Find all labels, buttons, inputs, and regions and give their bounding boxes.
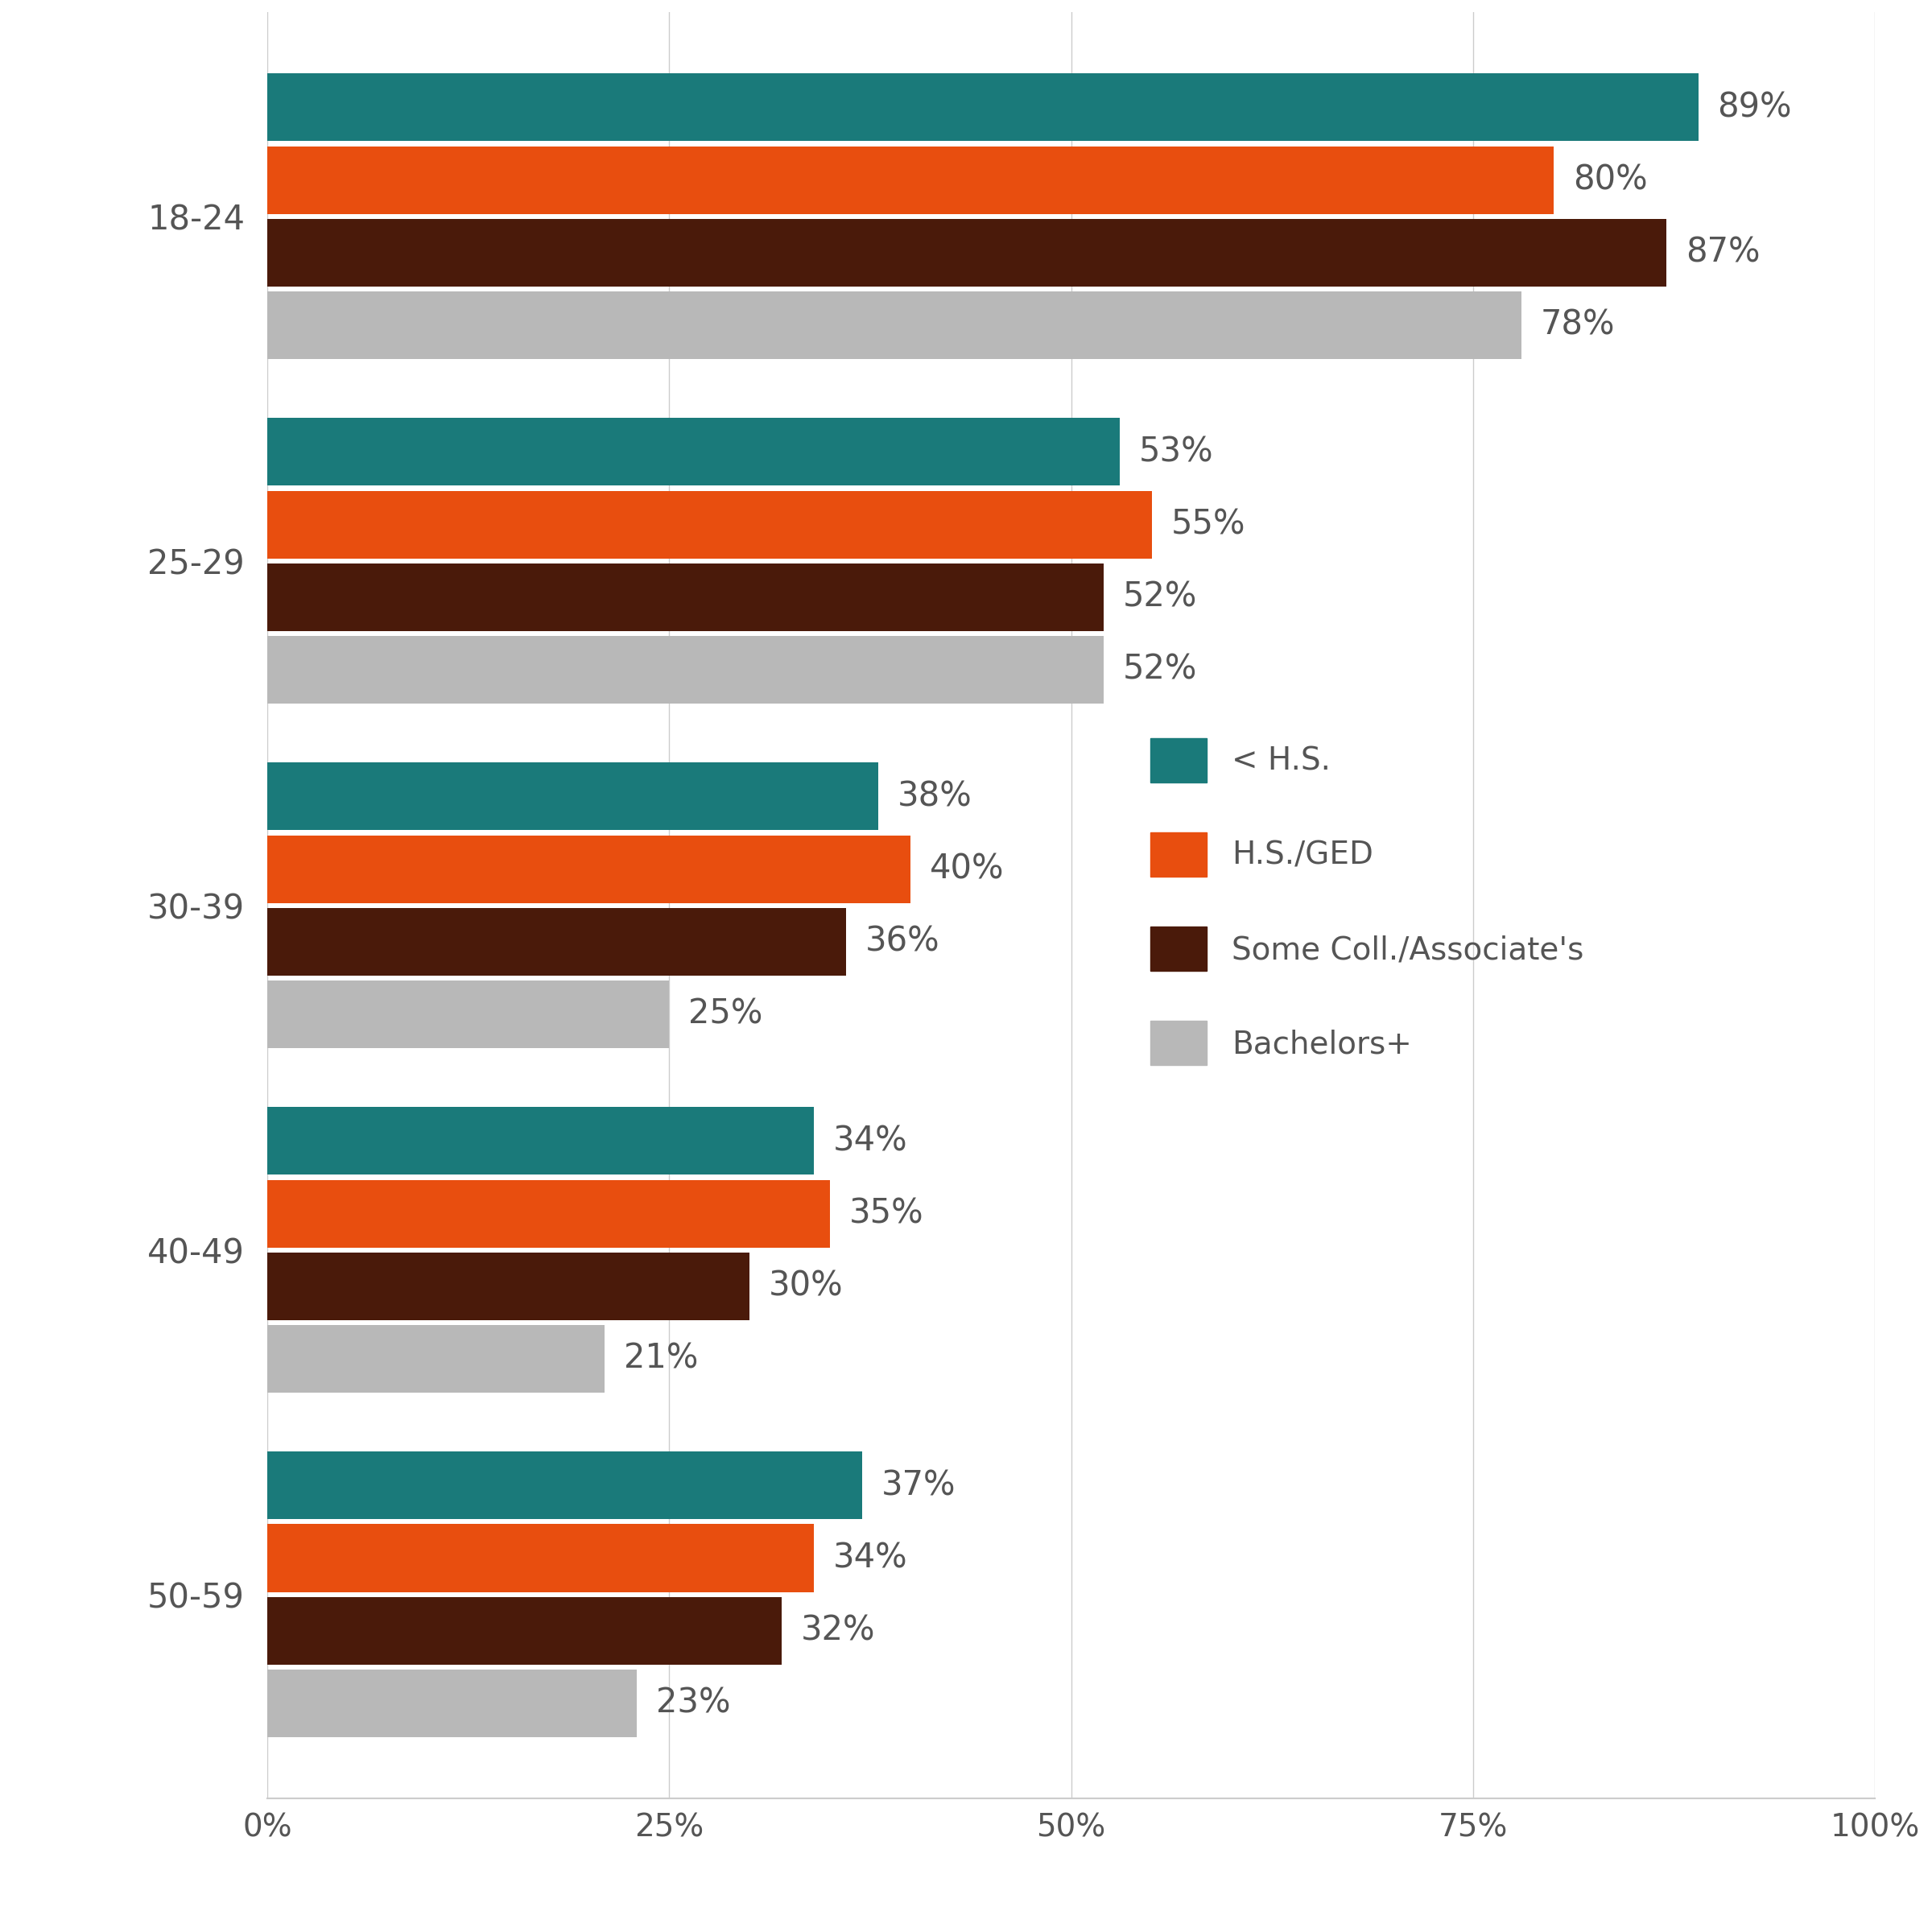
Bar (267, 908, 846, 976)
Text: 78%: 78% (1540, 309, 1615, 342)
Legend: < H.S., H.S./GED, Some Coll./Associate's, Bachelors+: < H.S., H.S./GED, Some Coll./Associate's… (1119, 707, 1615, 1097)
Bar (267, 1252, 750, 1320)
Bar (267, 835, 910, 902)
Text: 40%: 40% (929, 852, 1005, 887)
Bar (267, 292, 1520, 359)
Bar (267, 1180, 831, 1248)
Text: 30%: 30% (769, 1269, 844, 1302)
Text: 34%: 34% (833, 1542, 908, 1575)
Text: 23%: 23% (657, 1687, 730, 1719)
Text: 32%: 32% (802, 1613, 875, 1648)
Bar (267, 564, 1103, 632)
Text: 52%: 52% (1122, 653, 1198, 686)
Bar (267, 218, 1665, 286)
Text: 21%: 21% (624, 1343, 699, 1376)
Text: 52%: 52% (1122, 580, 1198, 614)
Text: 80%: 80% (1573, 162, 1648, 197)
Bar (267, 1107, 813, 1175)
Bar (267, 1451, 862, 1519)
Bar (267, 491, 1151, 558)
Bar (267, 980, 668, 1047)
Bar (267, 763, 879, 831)
Text: 37%: 37% (881, 1468, 956, 1503)
Bar (267, 1524, 813, 1592)
Text: 38%: 38% (898, 779, 972, 813)
Bar (267, 417, 1119, 485)
Bar (267, 147, 1553, 214)
Text: 55%: 55% (1171, 508, 1246, 541)
Text: 53%: 53% (1138, 435, 1213, 469)
Bar (267, 1598, 782, 1665)
Bar (267, 1325, 605, 1393)
Text: 36%: 36% (866, 925, 939, 958)
Text: 35%: 35% (850, 1196, 923, 1231)
Text: 34%: 34% (833, 1124, 908, 1157)
Text: 25%: 25% (688, 997, 763, 1032)
Text: 89%: 89% (1718, 91, 1793, 124)
Bar (267, 636, 1103, 703)
Bar (267, 73, 1698, 141)
Text: 87%: 87% (1685, 236, 1760, 270)
Bar (267, 1669, 638, 1737)
